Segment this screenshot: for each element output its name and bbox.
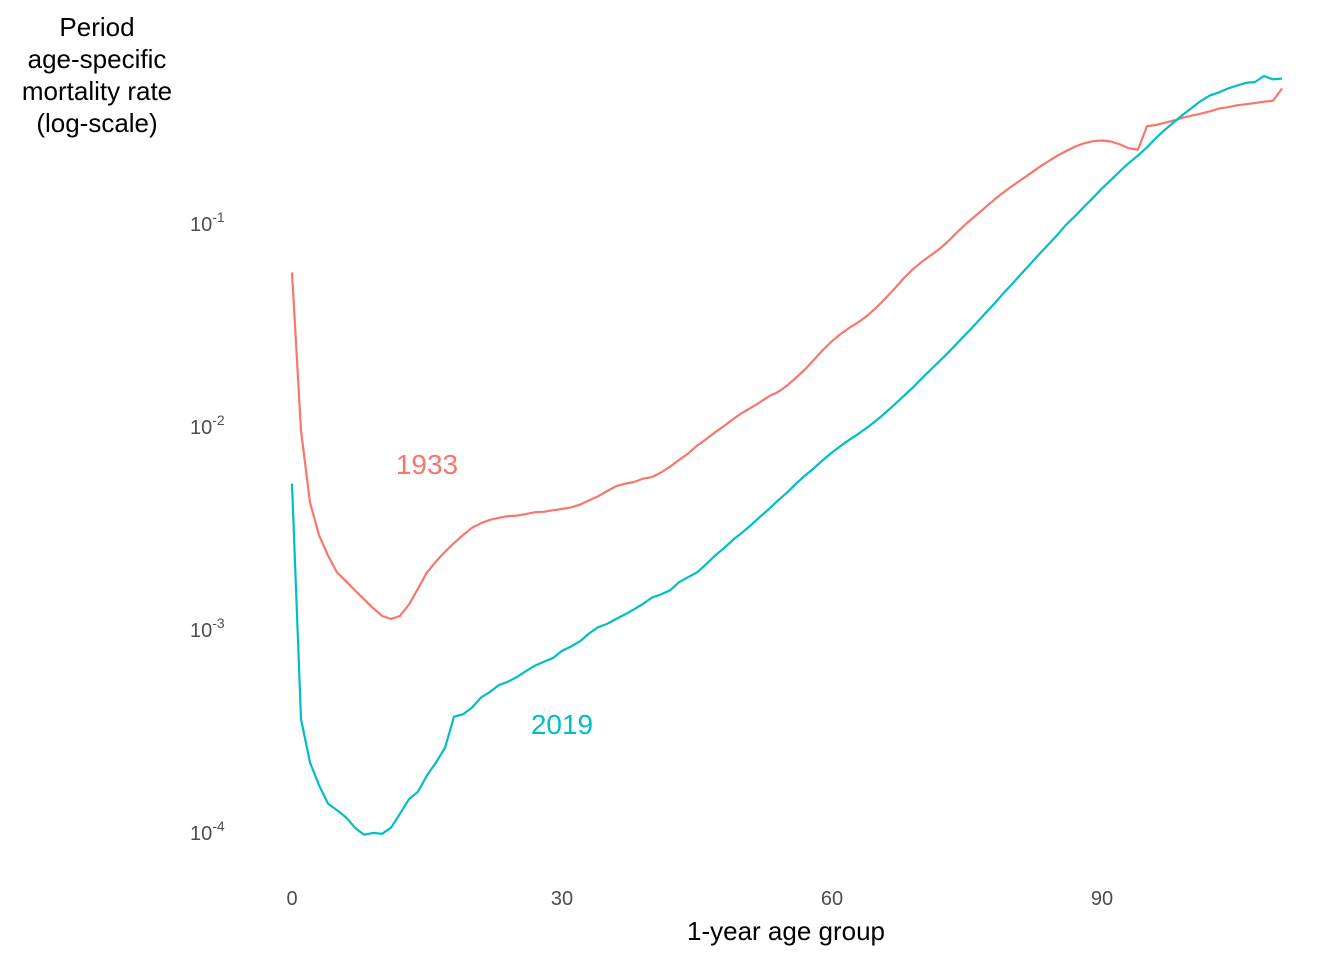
series-label-2019: 2019 [531, 709, 593, 740]
y-tick-label: 10-2 [190, 412, 225, 439]
x-tick-label: 60 [821, 888, 843, 910]
x-axis-ticks: 0 30 60 90 [286, 888, 1113, 910]
y-axis-title-line: mortality rate [22, 76, 172, 106]
series-line-2019 [290, 74, 1283, 836]
series-lines [290, 74, 1283, 836]
series-label-1933: 1933 [396, 449, 458, 480]
y-axis-title-line: (log-scale) [36, 108, 157, 138]
x-axis-title: 1-year age group [687, 916, 885, 946]
y-axis-title: Period age-specific mortality rate (log-… [22, 12, 172, 138]
y-axis-title-line: Period [59, 12, 134, 42]
y-tick-label: 10-3 [190, 615, 225, 642]
y-tick-label: 10-1 [190, 209, 225, 236]
x-tick-label: 30 [551, 888, 573, 910]
series-labels: 1933 2019 [396, 449, 593, 740]
y-tick-label: 10-4 [190, 818, 225, 845]
x-tick-label: 90 [1091, 888, 1113, 910]
series-line-1933 [290, 87, 1283, 621]
y-axis-ticks: 10-4 10-3 10-2 10-1 [190, 209, 225, 845]
x-tick-label: 0 [286, 888, 297, 910]
y-axis-title-line: age-specific [28, 44, 167, 74]
